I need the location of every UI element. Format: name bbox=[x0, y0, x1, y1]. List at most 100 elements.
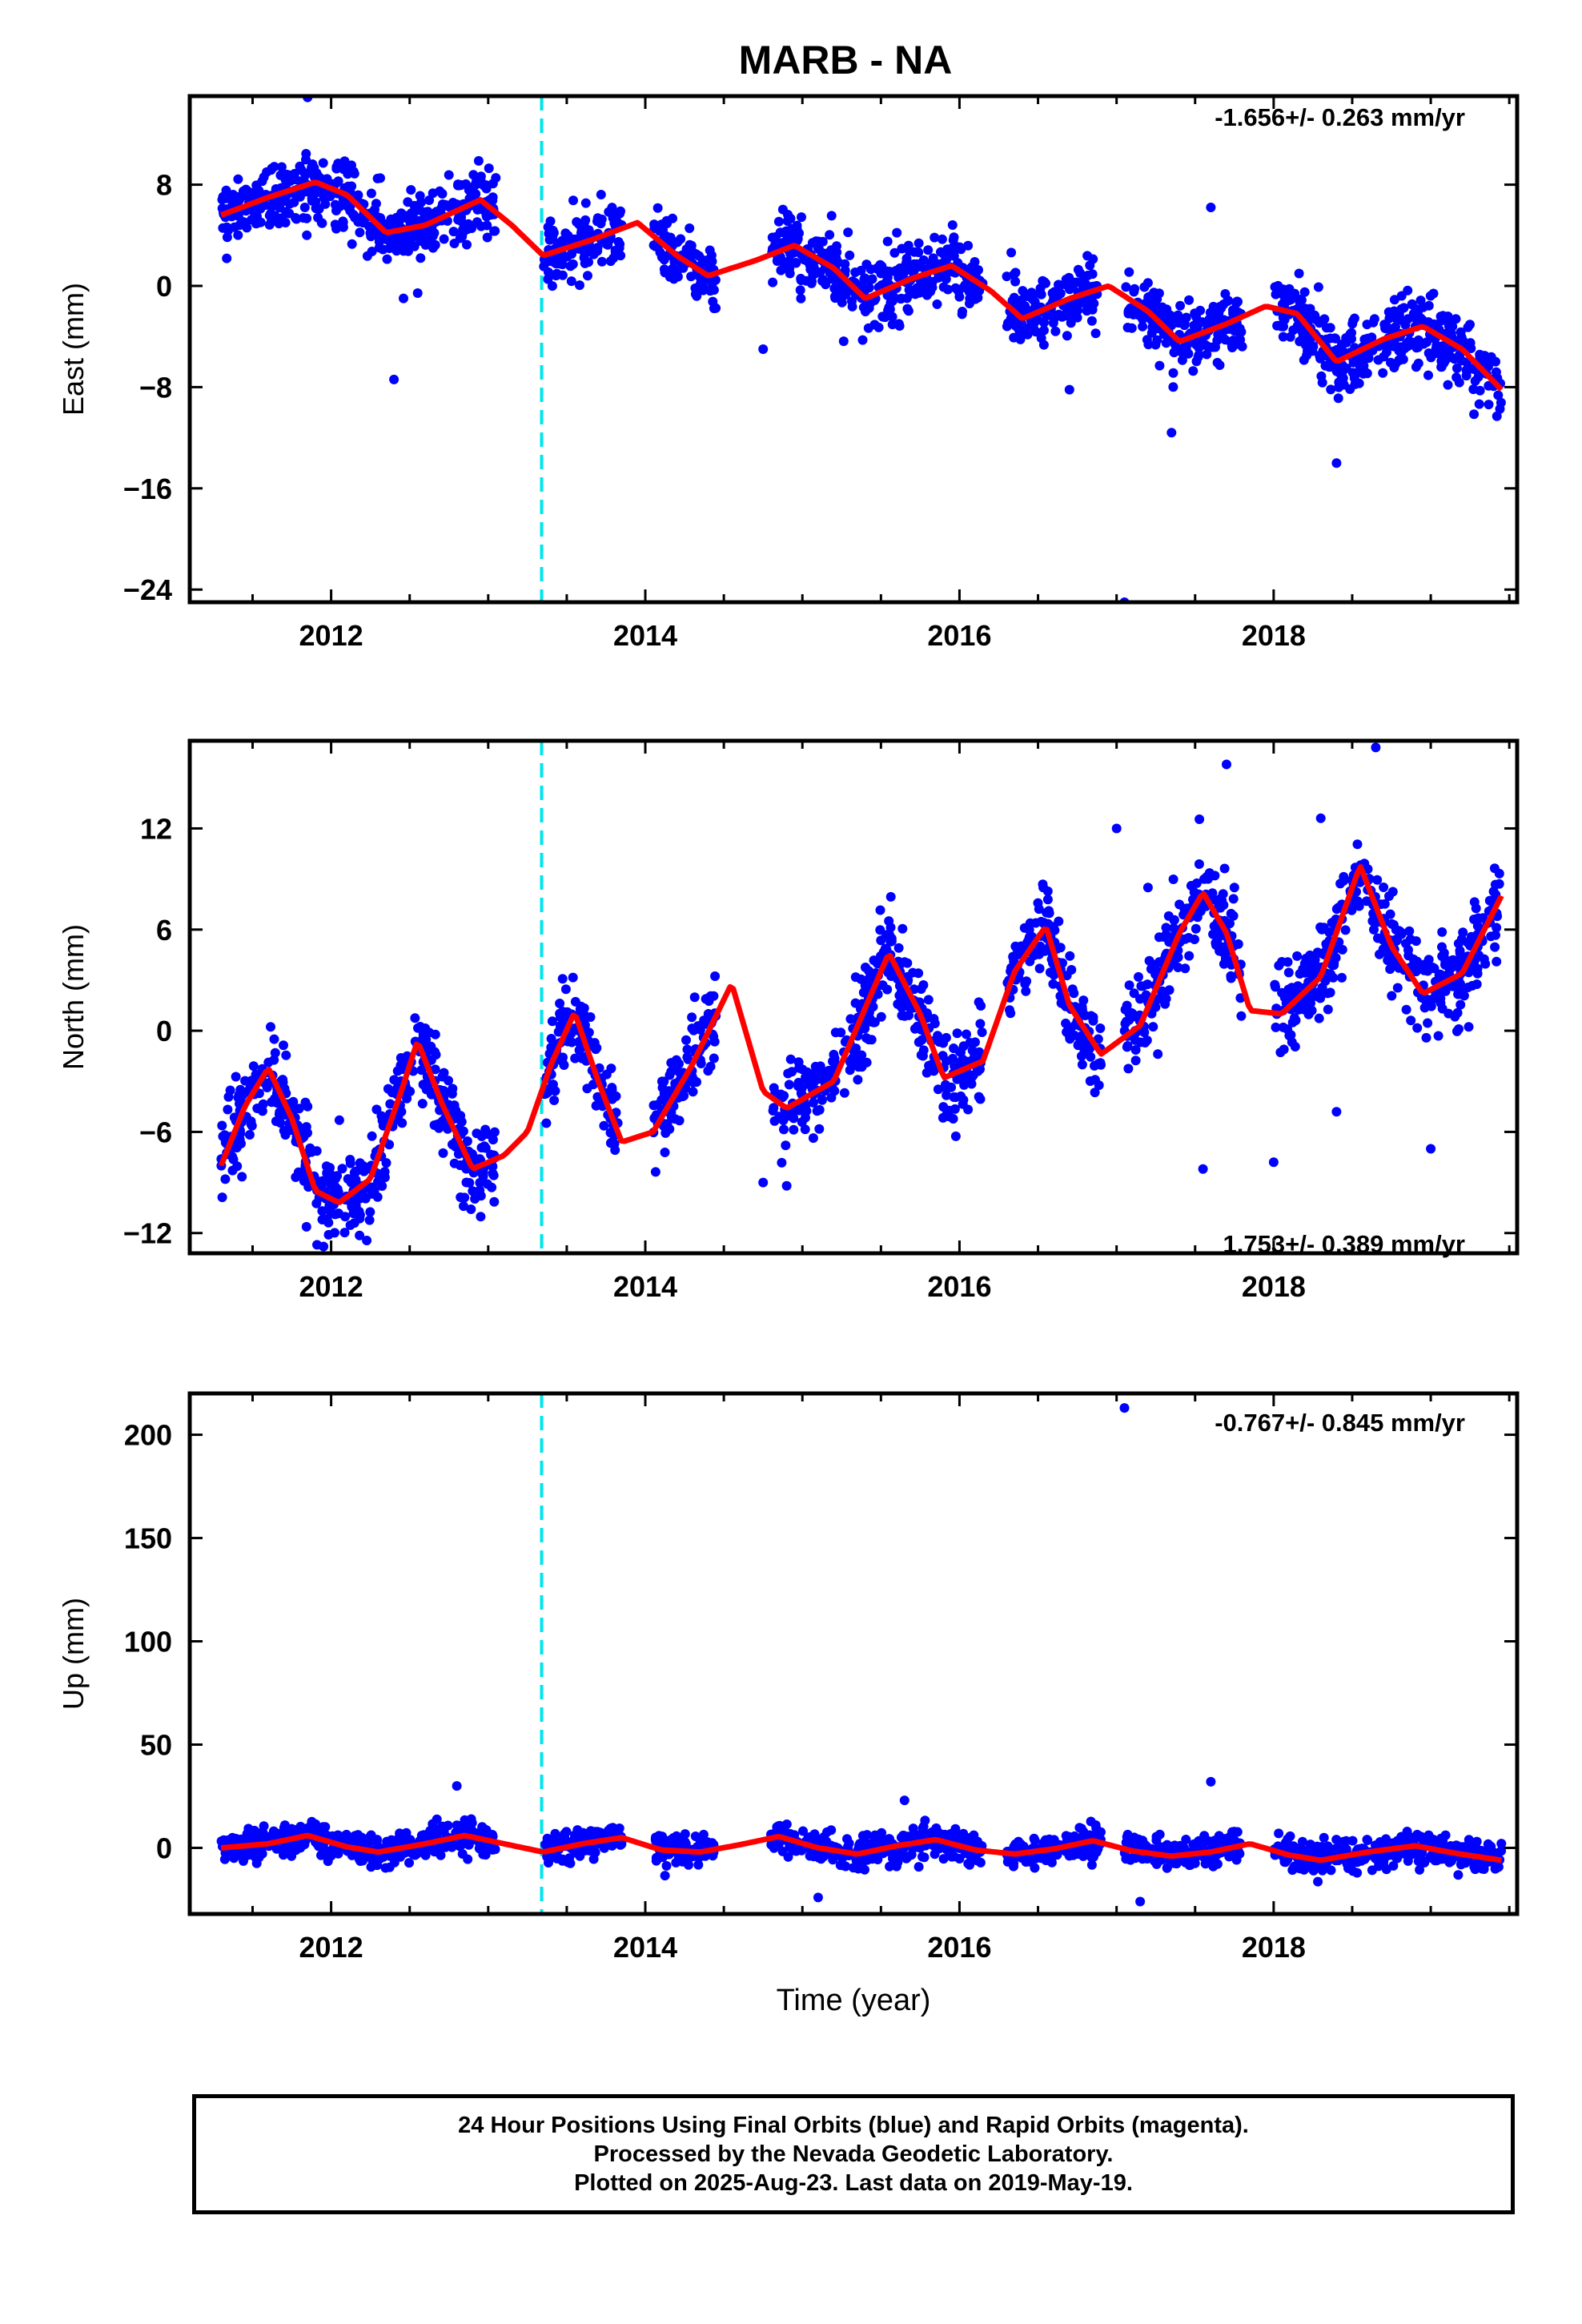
outlier-point bbox=[1111, 823, 1122, 834]
data-point bbox=[793, 1081, 804, 1092]
data-point bbox=[822, 1827, 832, 1837]
data-point bbox=[1391, 313, 1401, 324]
data-point bbox=[1121, 1016, 1131, 1027]
data-point bbox=[958, 307, 967, 316]
data-point bbox=[1475, 352, 1485, 362]
data-point bbox=[1123, 1063, 1134, 1074]
data-point bbox=[555, 1008, 565, 1019]
data-point bbox=[872, 263, 882, 274]
data-point bbox=[470, 180, 480, 191]
data-point bbox=[1138, 1835, 1148, 1846]
data-point bbox=[1456, 934, 1467, 944]
data-point bbox=[1175, 300, 1186, 311]
data-point bbox=[1161, 994, 1171, 1004]
data-point bbox=[216, 1836, 227, 1847]
data-point bbox=[796, 293, 806, 304]
data-point bbox=[233, 230, 243, 240]
data-point bbox=[1157, 986, 1167, 996]
data-point bbox=[1194, 343, 1204, 353]
data-point bbox=[596, 256, 607, 267]
data-point bbox=[1064, 272, 1074, 283]
data-point bbox=[218, 223, 228, 233]
data-point bbox=[1233, 939, 1243, 949]
data-point bbox=[1030, 1835, 1040, 1846]
data-point bbox=[1190, 308, 1200, 319]
data-point bbox=[1011, 942, 1022, 952]
data-point bbox=[813, 1850, 824, 1860]
plot-frame bbox=[187, 738, 1520, 1256]
data-point bbox=[1350, 379, 1360, 389]
data-point bbox=[399, 293, 408, 304]
data-point bbox=[421, 1035, 432, 1045]
data-point bbox=[1391, 359, 1401, 369]
data-point bbox=[1030, 327, 1041, 337]
data-point bbox=[269, 1034, 279, 1044]
data-point bbox=[1490, 879, 1500, 890]
data-point bbox=[893, 1857, 903, 1868]
data-point bbox=[334, 1115, 344, 1125]
data-point bbox=[415, 205, 425, 215]
data-point bbox=[857, 1831, 868, 1841]
data-point bbox=[293, 1167, 303, 1177]
data-point bbox=[396, 1060, 406, 1071]
outlier-point bbox=[758, 344, 769, 354]
data-point bbox=[1085, 260, 1095, 271]
data-point bbox=[1211, 1836, 1222, 1847]
data-point bbox=[1431, 340, 1442, 351]
data-point bbox=[1226, 973, 1236, 983]
data-point bbox=[468, 1186, 478, 1196]
data-point bbox=[974, 1092, 984, 1102]
data-point bbox=[1006, 247, 1017, 258]
data-point bbox=[1086, 1011, 1096, 1021]
data-point bbox=[1491, 930, 1500, 940]
data-point bbox=[681, 1853, 691, 1864]
y-axis-label: East (mm) bbox=[57, 283, 90, 416]
data-point bbox=[299, 1839, 310, 1850]
data-point bbox=[776, 265, 786, 275]
data-point bbox=[783, 1852, 793, 1862]
data-point bbox=[1358, 368, 1368, 379]
data-point bbox=[543, 274, 553, 284]
data-point bbox=[371, 1104, 382, 1115]
data-point bbox=[1174, 899, 1185, 910]
data-point bbox=[339, 199, 350, 210]
data-point bbox=[931, 1823, 942, 1833]
data-point bbox=[768, 1106, 778, 1116]
data-point bbox=[1180, 934, 1191, 944]
data-point bbox=[1435, 312, 1446, 322]
data-point bbox=[234, 1835, 244, 1845]
data-point bbox=[875, 905, 885, 915]
data-point bbox=[937, 234, 947, 244]
data-point bbox=[1295, 297, 1305, 308]
data-point bbox=[909, 1023, 920, 1034]
data-point bbox=[1339, 876, 1349, 886]
data-point bbox=[424, 195, 435, 205]
data-point bbox=[1065, 951, 1075, 961]
data-point bbox=[815, 1061, 825, 1072]
data-point bbox=[1283, 957, 1293, 967]
data-point bbox=[1152, 335, 1162, 345]
data-point bbox=[1442, 348, 1452, 359]
data-point bbox=[1340, 925, 1351, 935]
data-point bbox=[291, 214, 302, 224]
data-point bbox=[544, 267, 553, 277]
data-point bbox=[1381, 944, 1391, 955]
data-point bbox=[1010, 276, 1021, 287]
data-point bbox=[1278, 332, 1288, 342]
data-point bbox=[665, 233, 676, 243]
data-point bbox=[867, 274, 877, 284]
data-point bbox=[902, 958, 913, 968]
data-point bbox=[1150, 299, 1160, 309]
data-point bbox=[954, 1854, 965, 1864]
data-point bbox=[429, 228, 440, 238]
data-point bbox=[547, 1016, 557, 1027]
data-point bbox=[1301, 953, 1311, 963]
data-point bbox=[281, 1050, 291, 1060]
data-point bbox=[1067, 984, 1078, 995]
data-point bbox=[430, 1029, 440, 1039]
data-point bbox=[325, 1177, 335, 1188]
data-point bbox=[707, 256, 717, 267]
data-point bbox=[1467, 980, 1477, 991]
data-point bbox=[404, 1858, 414, 1868]
